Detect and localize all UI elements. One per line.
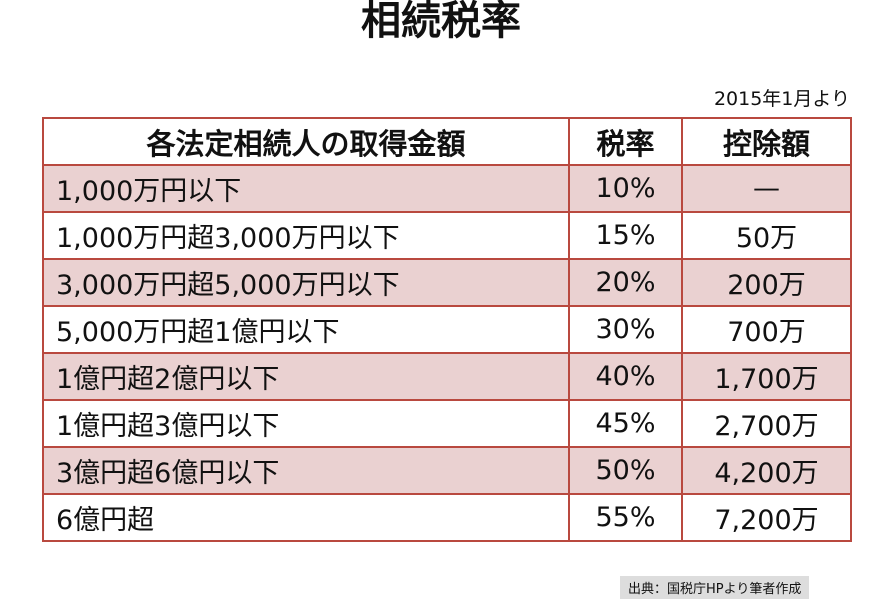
bracket: 1億円超2億円以下 <box>42 352 570 401</box>
table-row: 5,000万円超1億円以下 30% 700万 <box>42 305 852 354</box>
deduction: 700万 <box>681 305 852 354</box>
tax-rate: 45% <box>568 399 683 448</box>
tax-rate: 15% <box>568 211 683 260</box>
tax-table: 各法定相続人の取得金額 税率 控除額 1,000万円以下 10% —1,000万円超3,… <box>42 117 852 542</box>
table-row: 3,000万円超5,000万円以下 20% 200万 <box>42 258 852 307</box>
bracket: 1,000万円以下 <box>42 164 570 213</box>
header-row: 各法定相続人の取得金額 税率 控除額 <box>42 117 852 166</box>
tax-rate: 20% <box>568 258 683 307</box>
table-row: 1,000万円以下 10% — <box>42 164 852 213</box>
bracket: 3億円超6億円以下 <box>42 446 570 495</box>
table-row: 6億円超 55% 7,200万 <box>42 493 852 542</box>
deduction: 2,700万 <box>681 399 852 448</box>
deduction: 50万 <box>681 211 852 260</box>
column-header: 各法定相続人の取得金額 <box>42 117 570 166</box>
table-row: 1億円超3億円以下 45% 2,700万 <box>42 399 852 448</box>
bracket: 1億円超3億円以下 <box>42 399 570 448</box>
deduction: 200万 <box>681 258 852 307</box>
table-row: 1,000万円超3,000万円以下 15% 50万 <box>42 211 852 260</box>
column-header: 控除額 <box>681 117 852 166</box>
tax-rate: 10% <box>568 164 683 213</box>
deduction: — <box>681 164 852 213</box>
bracket: 5,000万円超1億円以下 <box>42 305 570 354</box>
tax-rate: 55% <box>568 493 683 542</box>
table-row: 1億円超2億円以下 40% 1,700万 <box>42 352 852 401</box>
tax-rate: 30% <box>568 305 683 354</box>
column-header: 税率 <box>568 117 683 166</box>
tax-rate: 40% <box>568 352 683 401</box>
bracket: 1,000万円超3,000万円以下 <box>42 211 570 260</box>
bracket: 6億円超 <box>42 493 570 542</box>
deduction: 7,200万 <box>681 493 852 542</box>
tax-rate: 50% <box>568 446 683 495</box>
title: 相続税率 <box>361 0 521 44</box>
deduction: 4,200万 <box>681 446 852 495</box>
deduction: 1,700万 <box>681 352 852 401</box>
table-row: 3億円超6億円以下 50% 4,200万 <box>42 446 852 495</box>
bracket: 3,000万円超5,000万円以下 <box>42 258 570 307</box>
effective-date: 2015年1月より <box>713 88 850 110</box>
